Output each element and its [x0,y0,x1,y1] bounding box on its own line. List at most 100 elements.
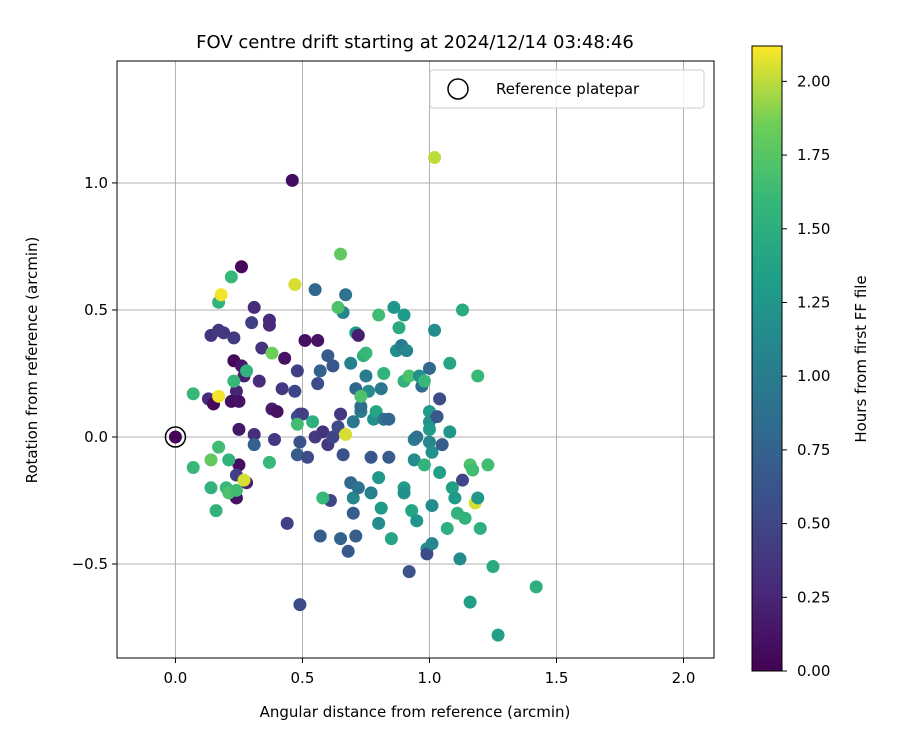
data-point [349,529,363,543]
data-point [290,448,304,462]
data-point [417,458,431,472]
colorbar: 0.00 0.25 0.50 0.75 1.00 1.25 1.50 1.75 2.00 Hou… [751,45,870,680]
data-point [336,448,350,462]
data-point [212,389,226,403]
data-point [229,384,243,398]
data-point [433,466,447,480]
legend-box [429,69,705,109]
data-point [428,151,442,165]
colorbar-tick-label: 0.75 [797,441,830,459]
data-point [425,499,439,513]
data-point [316,491,330,505]
data-point [448,491,462,505]
data-point [308,283,322,297]
data-point [311,333,325,347]
data-point [473,521,487,535]
data-point [339,288,353,302]
data-point [306,415,320,429]
data-point [186,460,200,474]
data-point [443,425,457,439]
x-axis-ticks: 0.0 0.5 1.0 1.5 2.0 [164,658,696,687]
data-point [224,270,238,284]
data-point [346,491,360,505]
data-point [186,387,200,401]
colorbar-tick-label: 0.25 [797,588,830,606]
colorbar-ticks: 0.00 0.25 0.50 0.75 1.00 1.25 1.50 1.75 2.00 [782,72,830,680]
x-tick-label: 1.5 [545,669,569,687]
data-point [278,351,292,365]
data-point [217,326,231,340]
data-point [334,247,348,261]
data-point [212,440,226,454]
x-tick-label: 2.0 [672,669,696,687]
data-point [252,374,266,388]
x-tick-label: 0.5 [291,669,315,687]
data-point [265,346,279,360]
data-point [382,450,396,464]
data-point [204,453,218,467]
data-point [402,565,416,579]
data-point [455,303,469,317]
data-point [471,369,485,383]
data-point [445,481,459,495]
chart-title: FOV centre drift starting at 2024/12/14 … [196,32,634,53]
data-point [232,458,246,472]
data-point [204,481,218,495]
data-point [372,516,386,530]
data-point [290,417,304,431]
data-point [402,369,416,383]
data-point [392,321,406,335]
data-point [313,364,327,378]
data-point [295,407,309,421]
data-point [420,547,434,561]
data-point [405,504,419,518]
data-point [433,392,447,406]
data-point [331,300,345,314]
data-point [326,359,340,373]
y-tick-label: 1.0 [84,174,108,192]
data-point [234,260,248,274]
data-point [364,486,378,500]
reference-marker [164,426,187,448]
data-point [326,430,340,444]
x-tick-label: 0.0 [164,669,188,687]
data-point [280,516,294,530]
data-point [229,483,243,497]
y-tick-label: −0.5 [72,555,108,573]
data-point [268,433,282,447]
data-point [240,364,254,378]
data-point [481,458,495,472]
colorbar-tick-label: 1.00 [797,367,830,385]
y-axis-ticks: −0.5 0.0 0.5 1.0 [72,174,117,573]
legend-marker-reference [447,78,469,100]
data-point [334,532,348,546]
data-point [455,473,469,487]
colorbar-tick-label: 2.00 [797,72,830,90]
data-point [245,316,259,330]
data-point [168,430,182,444]
data-point [351,328,365,342]
data-point [316,425,330,439]
data-point [288,278,302,292]
y-axis-title: Rotation from reference (arcmin) [23,237,41,484]
legend-label-reference: Reference platepar [496,80,640,98]
data-point [364,450,378,464]
data-point [435,438,449,452]
data-point [232,422,246,436]
data-point [313,529,327,543]
data-point [255,341,269,355]
legend: Reference platepar [429,69,705,109]
data-point [407,453,421,467]
data-point [247,427,261,441]
data-point [443,356,457,370]
colorbar-tick-label: 1.75 [797,146,830,164]
data-point [397,308,411,322]
data-point [422,361,436,375]
data-point [334,407,348,421]
colorbar-tick-label: 0.00 [797,662,830,680]
plot-frame [116,60,715,659]
data-point [288,384,302,398]
data-point [410,430,424,444]
data-point [384,532,398,546]
data-point [311,377,325,391]
